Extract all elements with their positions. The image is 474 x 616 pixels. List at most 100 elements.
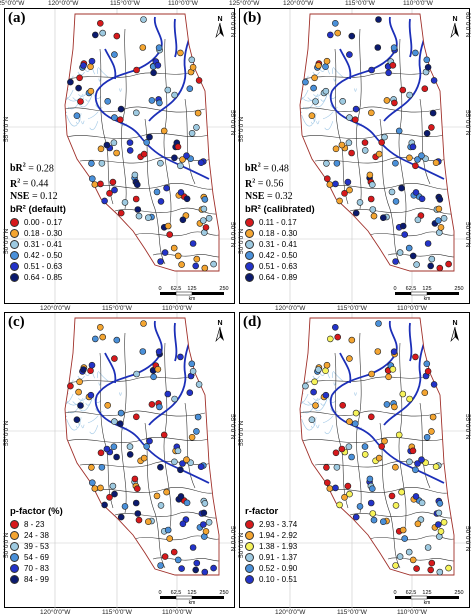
legend-title: p-factor (%): [10, 506, 63, 517]
legend-label: 0.42 - 0.50: [259, 251, 298, 260]
scale-tick-label: 125: [187, 590, 196, 596]
station-marker: [401, 231, 408, 238]
station-marker: [67, 78, 74, 86]
station-marker: [131, 475, 139, 483]
station-marker: [346, 186, 353, 194]
station-marker: [352, 513, 360, 521]
province-boundary: [299, 13, 455, 272]
legend-swatch: [245, 542, 254, 551]
station-marker: [192, 262, 199, 270]
station-marker: [361, 147, 369, 154]
station-marker: [369, 510, 377, 517]
province-boundary: [299, 317, 455, 576]
longitude-label-bottom: 120°0'0"W: [275, 609, 306, 616]
station-marker: [109, 482, 117, 490]
legend-swatch: [245, 218, 254, 227]
station-marker: [179, 520, 187, 528]
station-marker: [421, 389, 429, 396]
legend-item: 54 - 69: [10, 552, 63, 563]
station-marker: [352, 209, 360, 217]
station-marker: [348, 453, 355, 461]
station-marker: [80, 62, 87, 69]
station-marker: [99, 333, 106, 341]
station-marker: [157, 258, 164, 265]
map-frame: [4, 312, 236, 609]
longitude-label-top: 115°0'0"W: [110, 0, 140, 7]
legend-swatch: [245, 564, 254, 573]
station-marker: [117, 116, 124, 123]
station-marker: [132, 499, 140, 507]
station-marker: [183, 152, 190, 159]
station-marker: [97, 145, 105, 153]
station-marker: [186, 389, 194, 396]
station-marker: [195, 381, 203, 388]
station-marker: [177, 162, 184, 170]
station-marker: [157, 198, 165, 205]
scale-tick-label: 250: [454, 590, 463, 596]
station-marker: [348, 149, 355, 157]
station-marker: [389, 61, 397, 69]
legend-swatch: [245, 240, 254, 249]
latitude-label-right: 55°0'0"N: [229, 110, 236, 136]
station-marker: [406, 395, 413, 403]
station-marker: [427, 566, 434, 574]
scale-tick-label: 62.5: [406, 590, 417, 596]
station-marker: [73, 112, 81, 119]
station-marker: [428, 559, 436, 567]
station-marker: [157, 502, 165, 509]
station-marker: [414, 156, 421, 163]
legend-label: 39 - 53: [24, 542, 49, 551]
station-marker: [414, 520, 422, 528]
station-marker: [134, 181, 141, 188]
scale-unit: km: [189, 600, 196, 606]
station-marker: [200, 205, 208, 213]
gauging-stations: [67, 320, 217, 576]
north-arrow-icon: N: [213, 16, 227, 41]
scale-tick-label: 0: [158, 590, 161, 596]
legend-item: 0.51 - 0.63: [245, 261, 315, 272]
station-marker: [87, 63, 94, 71]
legend-swatch: [10, 542, 19, 551]
station-marker: [374, 44, 382, 51]
station-marker: [202, 224, 210, 231]
station-marker: [436, 568, 444, 576]
station-marker: [378, 443, 385, 450]
legend-item: 0.00 - 0.17: [10, 217, 66, 228]
scale-tick-label: 250: [219, 590, 228, 596]
station-marker: [133, 66, 140, 74]
station-marker: [150, 69, 157, 77]
station-marker: [392, 159, 399, 167]
station-marker: [436, 196, 444, 203]
station-marker: [171, 458, 178, 466]
station-marker: [322, 391, 330, 399]
station-marker: [161, 249, 169, 256]
legend: bR² (calibrated) 0.11 - 0.17 0.18 - 0.30 0.…: [245, 204, 315, 283]
station-marker: [424, 367, 432, 375]
longitude-label-bottom: 110°0'0"W: [162, 305, 192, 312]
station-marker: [170, 548, 178, 556]
station-marker: [366, 475, 374, 483]
station-marker: [352, 420, 359, 427]
legend-item: 2.93 - 3.74: [245, 519, 297, 530]
station-marker: [352, 409, 360, 417]
station-marker: [92, 31, 99, 39]
legend-label: 8 - 23: [24, 520, 45, 529]
station-marker: [111, 114, 118, 121]
station-marker: [346, 490, 353, 498]
watershed-boundaries: [65, 28, 219, 265]
station-marker: [412, 353, 419, 361]
station-marker: [396, 553, 404, 560]
legend-swatch: [10, 575, 19, 584]
statistic-row: NSE = 0.12: [10, 190, 58, 202]
gauging-stations: [67, 16, 217, 272]
scale-tick-label: 62.5: [406, 286, 417, 292]
station-marker: [197, 463, 205, 470]
legend-item: 0.11 - 0.17: [245, 217, 315, 228]
station-marker: [178, 261, 185, 268]
station-marker: [368, 66, 375, 74]
north-arrow-icon: N: [448, 320, 462, 345]
legend-item: 39 - 53: [10, 541, 63, 552]
map-panel-d: (d) 120°0'0"W 115°0'0"W 110°0'0"W 55°0'0"N 50…: [238, 312, 471, 616]
station-marker: [336, 501, 343, 509]
scale-tick-label: 0: [393, 590, 396, 596]
